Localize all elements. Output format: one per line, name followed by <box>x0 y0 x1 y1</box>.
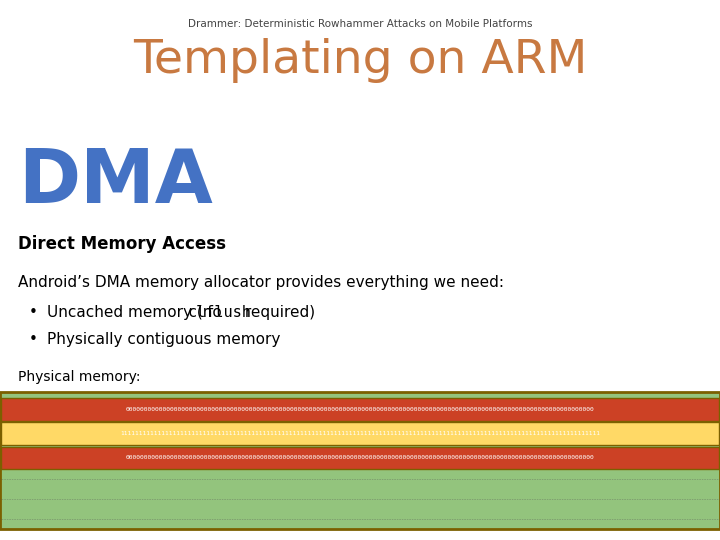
Bar <box>0 392 720 529</box>
Text: 00000000000000000000000000000000000000000000000000000000000000000000000000000000: 0000000000000000000000000000000000000000… <box>125 407 595 412</box>
Bar <box>1 422 719 445</box>
Text: Physical memory:: Physical memory: <box>18 370 140 384</box>
Bar <box>1 447 719 469</box>
Text: 11111111111111111111111111111111111111111111111111111111111111111111111111111111: 1111111111111111111111111111111111111111… <box>120 431 600 436</box>
Text: clflush: clflush <box>187 305 251 320</box>
Text: Uncached memory (no: Uncached memory (no <box>47 305 226 320</box>
Text: Physically contiguous memory: Physically contiguous memory <box>47 332 280 347</box>
Bar <box>1 398 719 421</box>
Text: DMA: DMA <box>18 146 212 219</box>
Text: Templating on ARM: Templating on ARM <box>132 38 588 83</box>
Text: Drammer: Deterministic Rowhammer Attacks on Mobile Platforms: Drammer: Deterministic Rowhammer Attacks… <box>188 19 532 29</box>
Text: 00000000000000000000000000000000000000000000000000000000000000000000000000000000: 0000000000000000000000000000000000000000… <box>125 455 595 461</box>
Text: required): required) <box>240 305 315 320</box>
Text: Direct Memory Access: Direct Memory Access <box>18 235 226 253</box>
Text: Android’s DMA memory allocator provides everything we need:: Android’s DMA memory allocator provides … <box>18 275 504 291</box>
Text: •: • <box>29 305 37 320</box>
Text: •: • <box>29 332 37 347</box>
